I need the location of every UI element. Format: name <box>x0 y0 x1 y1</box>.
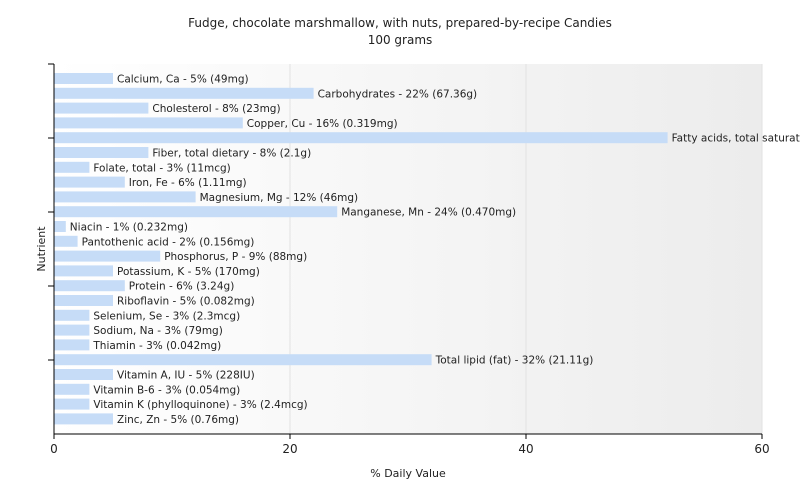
bar <box>54 191 196 203</box>
bar <box>54 250 161 262</box>
x-tick-label: 0 <box>50 442 58 456</box>
bar-label: Vitamin K (phylloquinone) - 3% (2.4mcg) <box>93 399 307 411</box>
bar-label: Calcium, Ca - 5% (49mg) <box>117 74 249 86</box>
bar-label: Zinc, Zn - 5% (0.76mg) <box>117 414 239 426</box>
chart-subtitle: 100 grams <box>368 33 433 47</box>
bar-label: Iron, Fe - 6% (1.11mg) <box>129 177 247 189</box>
bar <box>54 324 90 336</box>
bar <box>54 117 243 129</box>
bar-label: Sodium, Na - 3% (79mg) <box>93 325 222 337</box>
bar <box>54 295 113 306</box>
bar <box>54 339 90 351</box>
x-tick-label: 40 <box>518 442 533 456</box>
bar-label: Potassium, K - 5% (170mg) <box>117 266 260 278</box>
bar <box>54 102 149 114</box>
chart-title: Fudge, chocolate marshmallow, with nuts,… <box>188 16 612 30</box>
axes: 0 20 40 60 <box>48 63 770 456</box>
bar <box>54 221 66 232</box>
bar-label: Vitamin A, IU - 5% (228IU) <box>117 370 255 382</box>
bar <box>54 147 149 158</box>
bar-label: Selenium, Se - 3% (2.3mcg) <box>93 310 240 322</box>
y-axis-title: Nutrient <box>35 226 48 272</box>
bars: Calcium, Ca - 5% (49mg) Carbohydrates - 2… <box>54 73 800 426</box>
bar <box>54 161 90 173</box>
bar <box>54 280 125 292</box>
bar-label: Riboflavin - 5% (0.082mg) <box>117 296 255 308</box>
bar <box>54 309 90 321</box>
bar <box>54 383 90 395</box>
bar-label: Fatty acids, total saturated - 52% (10.3… <box>672 133 800 145</box>
grid-lines <box>289 64 763 434</box>
bar-label: Copper, Cu - 16% (0.319mg) <box>247 118 398 130</box>
bar-label: Total lipid (fat) - 32% (21.11g) <box>435 355 594 367</box>
bar <box>54 73 113 84</box>
bar-label: Magnesium, Mg - 12% (46mg) <box>200 192 359 204</box>
bar <box>54 265 113 277</box>
x-tick-label: 20 <box>282 442 297 456</box>
bar-label: Carbohydrates - 22% (67.36g) <box>318 88 478 100</box>
x-tick-label: 60 <box>754 442 769 456</box>
bar-label: Pantothenic acid - 2% (0.156mg) <box>82 236 255 248</box>
bar <box>54 87 314 99</box>
bar <box>54 176 125 188</box>
bar-label: Niacin - 1% (0.232mg) <box>70 222 188 234</box>
bar-label: Manganese, Mn - 24% (0.470mg) <box>341 207 516 219</box>
bar <box>54 354 432 366</box>
bar <box>54 413 113 425</box>
bar-label: Fiber, total dietary - 8% (2.1g) <box>152 148 311 160</box>
bar <box>54 132 668 144</box>
x-axis-title: % Daily Value <box>370 467 446 480</box>
bar-label: Phosphorus, P - 9% (88mg) <box>164 251 307 263</box>
bar-label: Thiamin - 3% (0.042mg) <box>92 340 221 352</box>
bar-label: Protein - 6% (3.24g) <box>129 281 235 293</box>
bar-label: Cholesterol - 8% (23mg) <box>152 103 280 115</box>
bar <box>54 235 78 247</box>
bar <box>54 369 113 380</box>
bar <box>54 398 90 410</box>
bar <box>54 206 338 218</box>
bar-label: Vitamin B-6 - 3% (0.054mg) <box>93 384 240 396</box>
bar-label: Folate, total - 3% (11mcg) <box>93 162 230 174</box>
